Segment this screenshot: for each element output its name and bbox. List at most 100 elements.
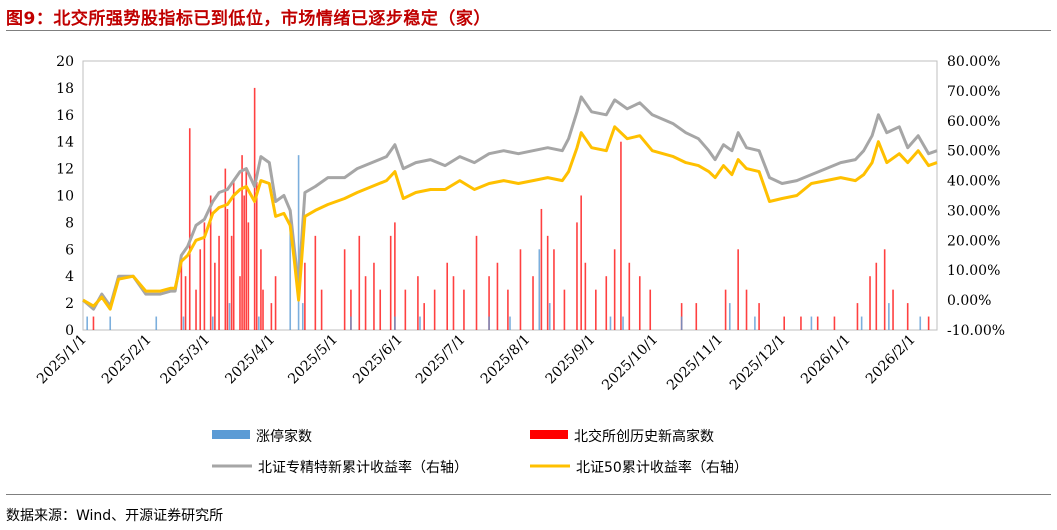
limit-up-bar	[810, 316, 813, 330]
new-high-bar	[532, 276, 534, 330]
left-tick-label: 14	[56, 135, 74, 151]
new-high-bar	[869, 276, 871, 330]
x-tick-label: 2025/12/1	[727, 332, 789, 394]
new-high-bar	[417, 276, 419, 330]
new-high-bar	[758, 303, 760, 330]
new-high-bar	[203, 222, 206, 330]
left-tick-label: 12	[56, 162, 74, 178]
legend-label: 北证专精特新累计收益率（右轴）	[258, 459, 468, 476]
new-high-bar	[274, 276, 277, 330]
new-high-bar	[800, 316, 802, 330]
left-axis: 0 2 4 6 8 10 12 14 16 18 20	[56, 54, 74, 339]
left-tick-label: 8	[65, 215, 74, 231]
new-high-bar	[638, 276, 641, 330]
new-high-bar	[245, 168, 248, 330]
x-tick-label: 2025/1/1	[34, 332, 90, 388]
new-high-bar	[358, 235, 361, 330]
new-high-bar	[209, 195, 212, 330]
new-high-bar	[320, 289, 323, 330]
x-tick-label: 2025/10/1	[599, 332, 661, 394]
right-tick-label: 0.00%	[947, 293, 991, 309]
new-high-bar	[92, 316, 95, 330]
legend-label: 北交所创历史新高家数	[574, 428, 714, 445]
x-tick-label: 2025/4/1	[222, 332, 278, 388]
new-high-bar	[605, 276, 608, 330]
right-tick-label: 60.00%	[947, 114, 1000, 130]
right-tick-label: 80.00%	[947, 54, 1000, 70]
limit-up-bar	[155, 316, 158, 330]
new-high-bar	[783, 316, 786, 330]
new-high-bar	[195, 289, 197, 330]
limit-up-bar	[228, 303, 231, 330]
legend-swatch	[530, 430, 568, 439]
limit-up-bar	[538, 249, 541, 330]
new-high-bar	[580, 195, 582, 330]
new-high-bar	[816, 316, 819, 330]
new-high-bar	[423, 303, 425, 330]
right-tick-label: 50.00%	[947, 144, 1000, 160]
left-tick-label: 18	[56, 81, 74, 97]
new-high-bar	[239, 276, 241, 330]
left-tick-label: 0	[65, 323, 74, 339]
title-rule	[6, 30, 1051, 31]
new-high-bar	[224, 168, 227, 330]
new-high-bar	[507, 289, 509, 330]
new-high-bar	[364, 276, 367, 330]
new-high-bar	[373, 262, 375, 330]
new-high-bar	[389, 235, 392, 330]
limit-up-bar	[258, 316, 260, 330]
new-high-bar	[452, 276, 455, 330]
new-high-bar	[519, 249, 522, 330]
limit-up-bar	[297, 155, 300, 330]
new-high-bar	[496, 262, 499, 330]
new-high-bar	[379, 289, 382, 330]
new-high-bar	[546, 235, 549, 330]
new-high-bar	[540, 208, 543, 330]
right-tick-label: 70.00%	[947, 84, 1000, 100]
new-high-bar	[892, 289, 894, 330]
right-tick-label: 40.00%	[947, 174, 1000, 190]
limit-up-bar	[350, 316, 352, 330]
limit-up-bar	[289, 208, 292, 330]
limit-up-bar	[109, 316, 112, 330]
new-high-bar	[262, 289, 264, 330]
new-high-bar	[613, 249, 616, 330]
limit-up-bars	[86, 155, 922, 330]
new-high-bar	[584, 262, 587, 330]
new-high-bar	[230, 235, 233, 330]
new-high-bar	[927, 316, 930, 330]
new-high-bar	[446, 262, 449, 330]
limit-up-bar	[609, 316, 612, 330]
new-high-bar	[232, 182, 235, 330]
legend-swatch	[212, 430, 250, 439]
new-high-bar	[906, 303, 909, 330]
series-line-bz50	[82, 125, 938, 311]
new-high-bar	[724, 289, 727, 330]
new-high-bar	[199, 249, 202, 330]
limit-up-bar	[680, 316, 683, 330]
left-tick-label: 16	[56, 108, 74, 124]
limit-up-bar	[211, 316, 214, 330]
footer-rule	[6, 494, 1051, 495]
new-high-bar	[314, 235, 317, 330]
limit-up-bar	[509, 316, 511, 330]
new-high-bar	[180, 262, 183, 330]
new-high-bar	[343, 249, 346, 330]
new-high-bar	[253, 87, 256, 331]
new-high-bar	[226, 208, 229, 330]
legend-item: 北交所创历史新高家数	[530, 428, 714, 445]
new-high-bar	[628, 262, 631, 330]
new-high-bar	[576, 222, 578, 330]
new-high-bar	[856, 303, 859, 330]
new-high-bar	[188, 128, 191, 330]
x-tick-label: 2025/6/1	[350, 332, 406, 388]
limit-up-bar	[548, 303, 551, 330]
new-high-bar	[553, 249, 555, 330]
new-high-bar	[563, 289, 566, 330]
limit-up-bar	[488, 316, 490, 330]
left-tick-label: 2	[65, 296, 74, 312]
limit-up-bar	[394, 316, 396, 330]
limit-up-bar	[860, 316, 863, 330]
limit-up-bar	[182, 316, 185, 330]
legend-label: 涨停家数	[256, 428, 312, 445]
